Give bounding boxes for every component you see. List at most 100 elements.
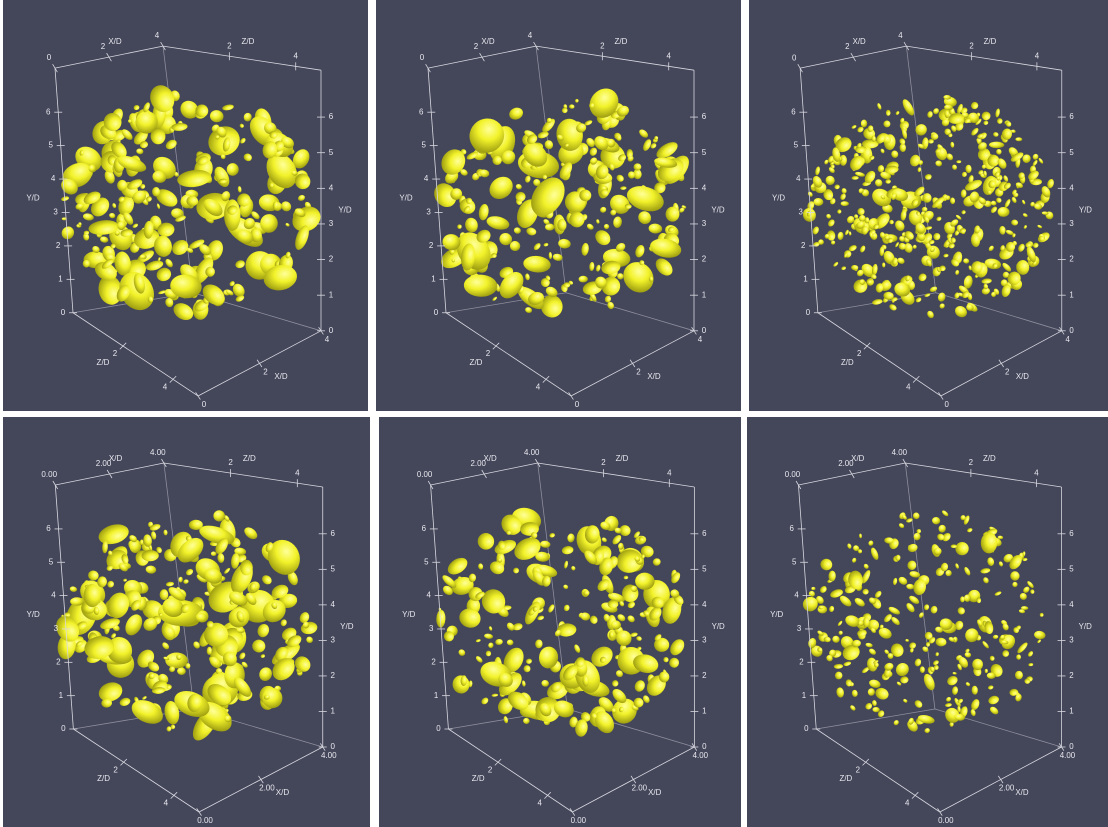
isosurface-blob xyxy=(828,155,834,163)
isosurface-blob xyxy=(229,281,235,287)
isosurface-blob xyxy=(236,627,246,633)
isosurface-blob xyxy=(986,672,996,679)
isosurface-blob xyxy=(589,147,598,156)
isosurface-blob xyxy=(197,156,209,166)
isosurface-blob xyxy=(619,525,631,536)
isosurface-blob xyxy=(492,296,498,301)
isosurface-blob xyxy=(861,225,869,235)
isosurface-blob xyxy=(143,220,154,239)
isosurface-blob xyxy=(1032,242,1039,248)
isosurface-blob xyxy=(157,222,175,237)
isosurface-blob xyxy=(589,157,598,165)
isosurface-blob xyxy=(876,133,886,144)
isosurface-blob xyxy=(917,167,922,173)
isosurface-blob xyxy=(244,527,258,540)
tick-label: 2 xyxy=(113,765,118,774)
isosurface-blob xyxy=(633,169,642,180)
isosurface-blob xyxy=(1015,182,1023,188)
isosurface-blob xyxy=(650,238,682,258)
tick-label: 1 xyxy=(1069,707,1074,716)
isosurface-blob xyxy=(624,203,632,209)
isosurface-blob xyxy=(262,688,283,709)
tick-label: 5 xyxy=(49,557,54,566)
box-edge xyxy=(73,728,200,813)
isosurface-blob xyxy=(638,536,644,542)
isosurface-blob xyxy=(262,141,278,159)
axis-label: Y/D xyxy=(26,610,40,619)
tick-label: 2 xyxy=(1069,671,1074,680)
isosurface-blob xyxy=(222,137,231,152)
tick-label: 5 xyxy=(1069,148,1074,157)
isosurface-blob xyxy=(240,137,246,144)
isosurface-blob xyxy=(978,170,984,175)
isosurface-blob xyxy=(149,523,161,531)
box-edge xyxy=(54,68,74,313)
tick-label: 2 xyxy=(856,765,861,774)
isosurface-blob xyxy=(525,307,533,313)
tick-label: 2 xyxy=(431,657,436,666)
isosurface-blob xyxy=(1022,557,1028,562)
tick-mark xyxy=(318,326,324,335)
tick-label: 5 xyxy=(702,148,707,157)
isosurface-blob xyxy=(1041,211,1049,215)
panel-background xyxy=(379,417,741,827)
isosurface-blob xyxy=(468,573,477,583)
isosurface-blob xyxy=(838,630,843,635)
isosurface-blob xyxy=(1030,589,1035,594)
isosurface-blob xyxy=(535,639,543,649)
isosurface-blob xyxy=(499,232,513,246)
isosurface-blob xyxy=(957,607,965,615)
isosurface-blob xyxy=(271,602,278,610)
isosurface-blob xyxy=(833,261,839,267)
isosurface-blob xyxy=(458,649,466,656)
isosurface-blob xyxy=(193,257,214,284)
isosurface-blob xyxy=(164,700,180,725)
isosurface-blob xyxy=(977,133,984,139)
isosurface-blob xyxy=(206,620,214,628)
isosurface-blob xyxy=(902,99,915,116)
tick-label: 2 xyxy=(474,42,479,51)
isosurface-blob xyxy=(262,599,286,623)
isosurface-blob xyxy=(635,572,655,590)
isosurface-blob xyxy=(591,646,613,667)
isosurface-blob xyxy=(165,297,174,308)
tick-label: 1 xyxy=(59,691,64,700)
axis-label: Z/D xyxy=(243,454,256,463)
isosurface-blob xyxy=(134,228,160,249)
isosurface-blob xyxy=(812,176,823,188)
axis-label: Z/D xyxy=(615,37,628,46)
isosurface-blob xyxy=(909,648,914,653)
isosurface-blob xyxy=(265,542,273,553)
isosurface-blob xyxy=(589,88,619,118)
isosurface-blob xyxy=(937,292,946,302)
isosurface-blob xyxy=(466,151,479,160)
isosurface-blob xyxy=(907,560,917,570)
tick-label: 3 xyxy=(329,219,334,228)
axis-label: X/D xyxy=(648,788,661,797)
isosurface-blob xyxy=(586,137,595,148)
isosurface-blob xyxy=(203,198,223,217)
isosurface-blob xyxy=(977,619,983,627)
isosurface-blob xyxy=(935,637,947,647)
tick-label: 5 xyxy=(792,557,797,566)
tick-label: 2 xyxy=(331,671,336,680)
isosurface-blob xyxy=(241,661,248,668)
isosurface-blob xyxy=(195,612,207,623)
tick-label: 4.00 xyxy=(892,448,908,457)
isosurface-blob xyxy=(875,687,889,700)
isosurface-blob xyxy=(526,134,538,145)
isosurface-blob xyxy=(957,698,963,704)
isosurface-blob xyxy=(1013,627,1019,634)
isosurface-blob xyxy=(1032,160,1038,167)
isosurface-blob xyxy=(561,107,568,114)
isosurface-blob xyxy=(633,697,644,708)
tick-mark xyxy=(997,775,1004,784)
isosurface-blob xyxy=(946,697,952,702)
isosurface-blob xyxy=(263,694,270,700)
tick-label: 4 xyxy=(906,382,911,391)
isosurface-blob xyxy=(867,688,875,696)
tick-label: 0 xyxy=(420,53,425,62)
isosurface-blob xyxy=(595,230,611,246)
isosurface-blob xyxy=(530,532,538,539)
isosurface-blob xyxy=(850,705,856,711)
